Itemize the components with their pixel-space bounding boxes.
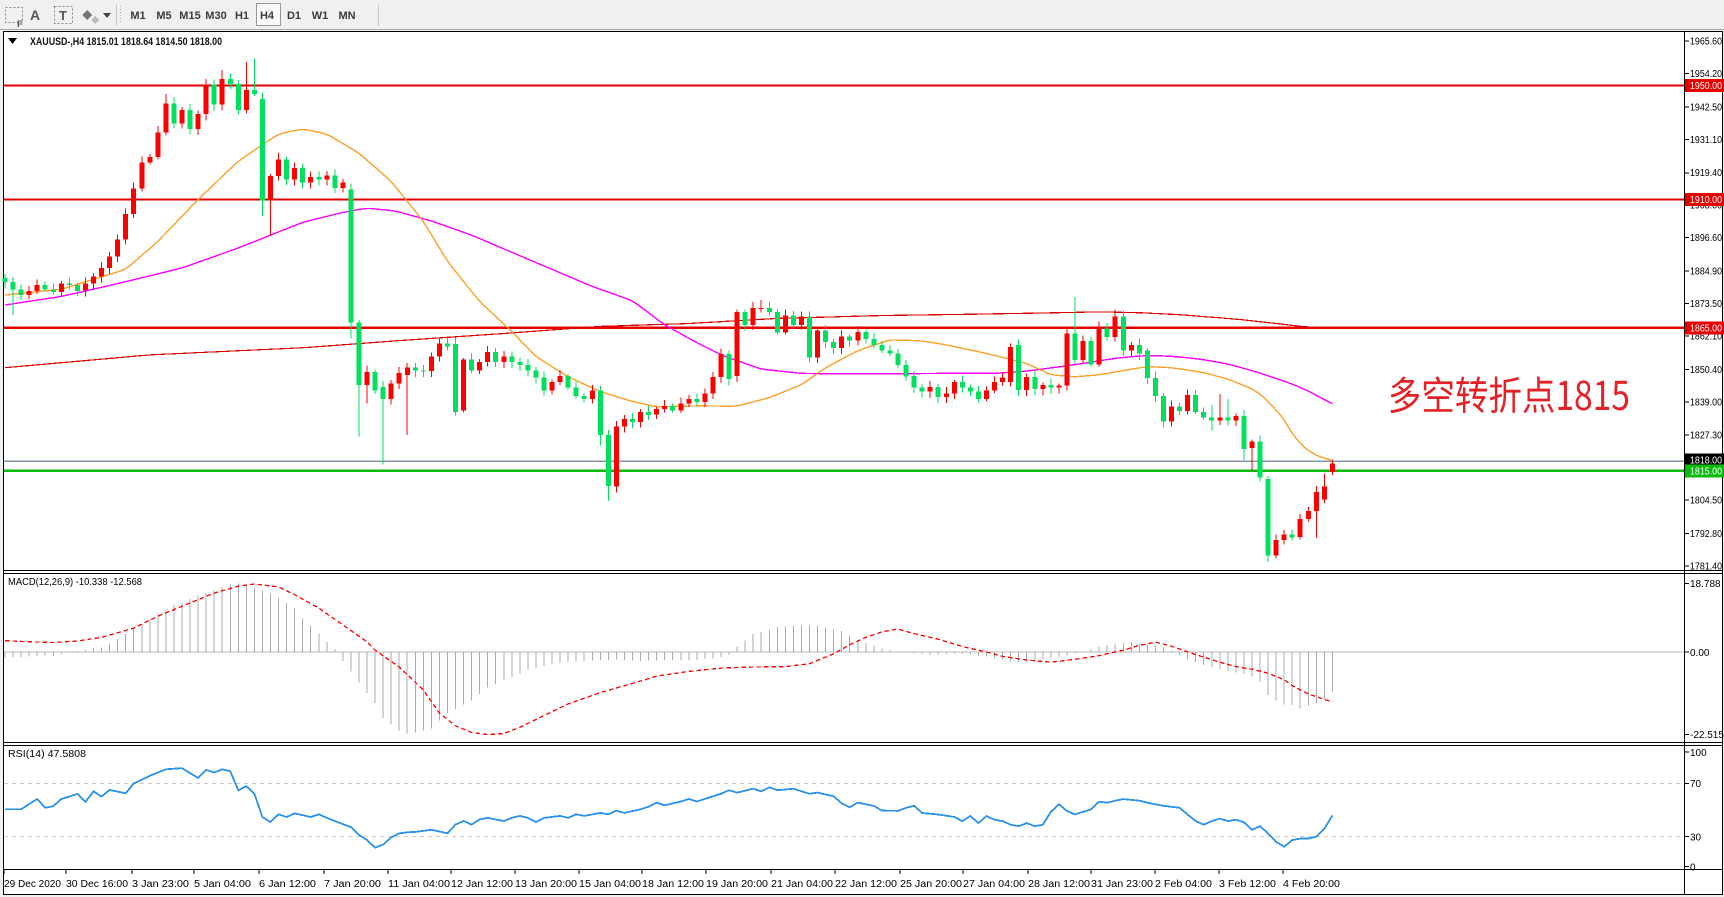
svg-text:1910.00: 1910.00 [1690, 195, 1722, 206]
svg-text:1827.30: 1827.30 [1690, 431, 1722, 442]
svg-text:M30: M30 [205, 10, 226, 22]
svg-text:W1: W1 [312, 10, 329, 22]
svg-text:M15: M15 [179, 10, 200, 22]
svg-text:1815.00: 1815.00 [1690, 466, 1722, 477]
svg-text:25 Jan 20:00: 25 Jan 20:00 [900, 879, 962, 890]
svg-text:1781.40: 1781.40 [1690, 562, 1722, 573]
svg-text:28 Jan 12:00: 28 Jan 12:00 [1028, 879, 1090, 890]
svg-text:1792.80: 1792.80 [1690, 529, 1722, 540]
svg-text:6 Jan 12:00: 6 Jan 12:00 [259, 879, 316, 890]
svg-text:0: 0 [1690, 862, 1696, 873]
svg-text:0.00: 0.00 [1690, 648, 1710, 659]
svg-text:1850.40: 1850.40 [1690, 365, 1722, 376]
svg-text:RSI(14) 47.5808: RSI(14) 47.5808 [8, 748, 86, 760]
svg-text:12 Jan 12:00: 12 Jan 12:00 [451, 879, 513, 890]
svg-text:1931.10: 1931.10 [1690, 135, 1722, 146]
svg-text:15 Jan 04:00: 15 Jan 04:00 [579, 879, 641, 890]
svg-text:1873.50: 1873.50 [1690, 299, 1722, 310]
svg-text:29 Dec 2020: 29 Dec 2020 [4, 879, 61, 890]
svg-text:T: T [59, 8, 67, 23]
svg-text:27 Jan 04:00: 27 Jan 04:00 [963, 879, 1025, 890]
svg-text:4 Feb 20:00: 4 Feb 20:00 [1283, 879, 1340, 890]
svg-text:M5: M5 [156, 10, 171, 22]
svg-text:-22.515: -22.515 [1690, 730, 1724, 741]
svg-text:21 Jan 04:00: 21 Jan 04:00 [771, 879, 833, 890]
svg-text:1950.00: 1950.00 [1690, 81, 1722, 92]
svg-text:F: F [17, 19, 23, 29]
svg-text:H4: H4 [260, 10, 275, 22]
svg-text:1896.60: 1896.60 [1690, 233, 1722, 244]
svg-text:1884.90: 1884.90 [1690, 267, 1722, 278]
svg-text:H1: H1 [235, 10, 249, 22]
svg-text:70: 70 [1690, 779, 1702, 790]
svg-text:19 Jan 20:00: 19 Jan 20:00 [706, 879, 768, 890]
svg-text:18.788: 18.788 [1690, 579, 1721, 590]
svg-text:18 Jan 12:00: 18 Jan 12:00 [642, 879, 704, 890]
svg-text:M1: M1 [130, 10, 145, 22]
svg-text:11 Jan 04:00: 11 Jan 04:00 [388, 879, 450, 890]
svg-text:13 Jan 20:00: 13 Jan 20:00 [515, 879, 577, 890]
svg-text:3 Jan 23:00: 3 Jan 23:00 [132, 879, 189, 890]
svg-text:1818.00: 1818.00 [1690, 456, 1722, 467]
svg-text:31 Jan 23:00: 31 Jan 23:00 [1091, 879, 1153, 890]
svg-text:1919.40: 1919.40 [1690, 168, 1722, 179]
svg-text:30: 30 [1690, 832, 1702, 843]
svg-text:7 Jan 20:00: 7 Jan 20:00 [324, 879, 381, 890]
svg-text:30 Dec 16:00: 30 Dec 16:00 [66, 879, 128, 890]
svg-text:22 Jan 12:00: 22 Jan 12:00 [835, 879, 897, 890]
svg-text:1954.20: 1954.20 [1690, 69, 1722, 80]
svg-text:MN: MN [338, 10, 355, 22]
svg-text:D1: D1 [287, 10, 301, 22]
svg-text:1804.50: 1804.50 [1690, 496, 1722, 507]
svg-text:1865.00: 1865.00 [1690, 323, 1722, 334]
svg-text:5 Jan 04:00: 5 Jan 04:00 [194, 879, 251, 890]
svg-text:3 Feb 12:00: 3 Feb 12:00 [1219, 879, 1276, 890]
svg-text:1839.00: 1839.00 [1690, 397, 1722, 408]
svg-text:2 Feb 04:00: 2 Feb 04:00 [1155, 879, 1212, 890]
svg-text:1942.50: 1942.50 [1690, 102, 1722, 113]
svg-text:1908.00: 1908.00 [1690, 201, 1722, 212]
svg-text:1965.60: 1965.60 [1690, 37, 1722, 48]
svg-text:A: A [30, 7, 40, 23]
svg-text:100: 100 [1690, 748, 1707, 759]
svg-text:MACD(12,26,9) -10.338 -12.568: MACD(12,26,9) -10.338 -12.568 [8, 576, 142, 588]
svg-text:XAUUSD-,H4 1815.01 1818.64 18: XAUUSD-,H4 1815.01 1818.64 1814.50 1818.… [30, 36, 222, 48]
svg-text:1862.10: 1862.10 [1690, 332, 1722, 343]
